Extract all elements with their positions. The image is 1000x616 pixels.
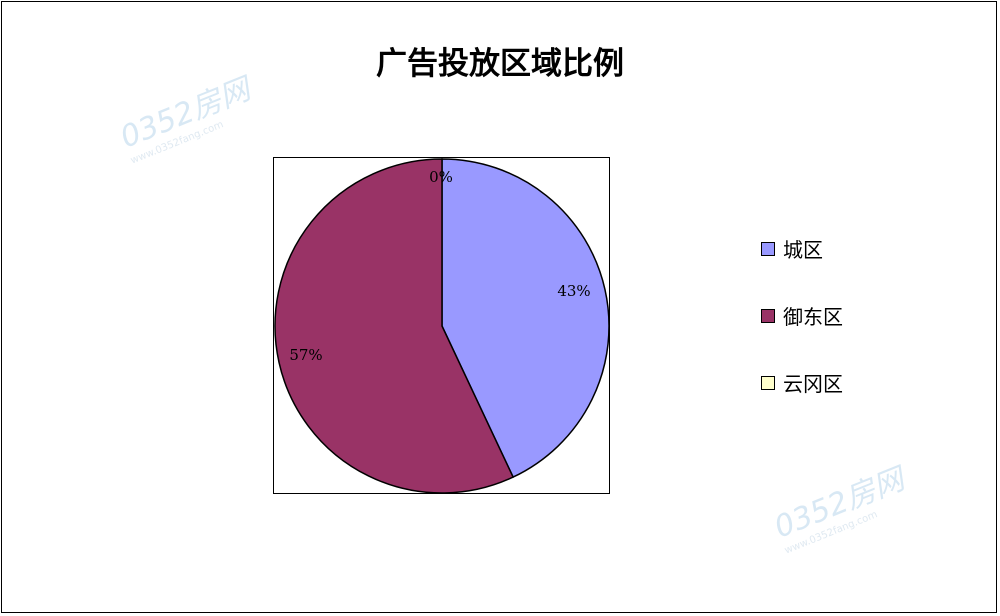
legend-swatch xyxy=(761,241,775,256)
data-label: 0% xyxy=(429,168,453,186)
legend-label: 云冈区 xyxy=(783,372,843,396)
plot-area: 43% 57% 0% xyxy=(273,157,610,494)
legend-label: 城区 xyxy=(783,238,823,262)
legend-label: 御东区 xyxy=(783,305,843,329)
legend-item: 城区 xyxy=(761,234,823,263)
pie-slice-2 xyxy=(274,158,515,494)
data-label: 57% xyxy=(289,346,322,364)
pie-chart: 43% 57% 0% xyxy=(274,158,610,494)
legend-item: 云冈区 xyxy=(761,368,843,397)
legend-item: 御东区 xyxy=(761,301,843,330)
legend-swatch xyxy=(761,375,775,390)
chart-title: 广告投放区域比例 xyxy=(376,46,624,82)
data-label: 43% xyxy=(557,282,590,300)
legend-swatch xyxy=(761,308,775,323)
pie-slice-1 xyxy=(441,158,610,479)
